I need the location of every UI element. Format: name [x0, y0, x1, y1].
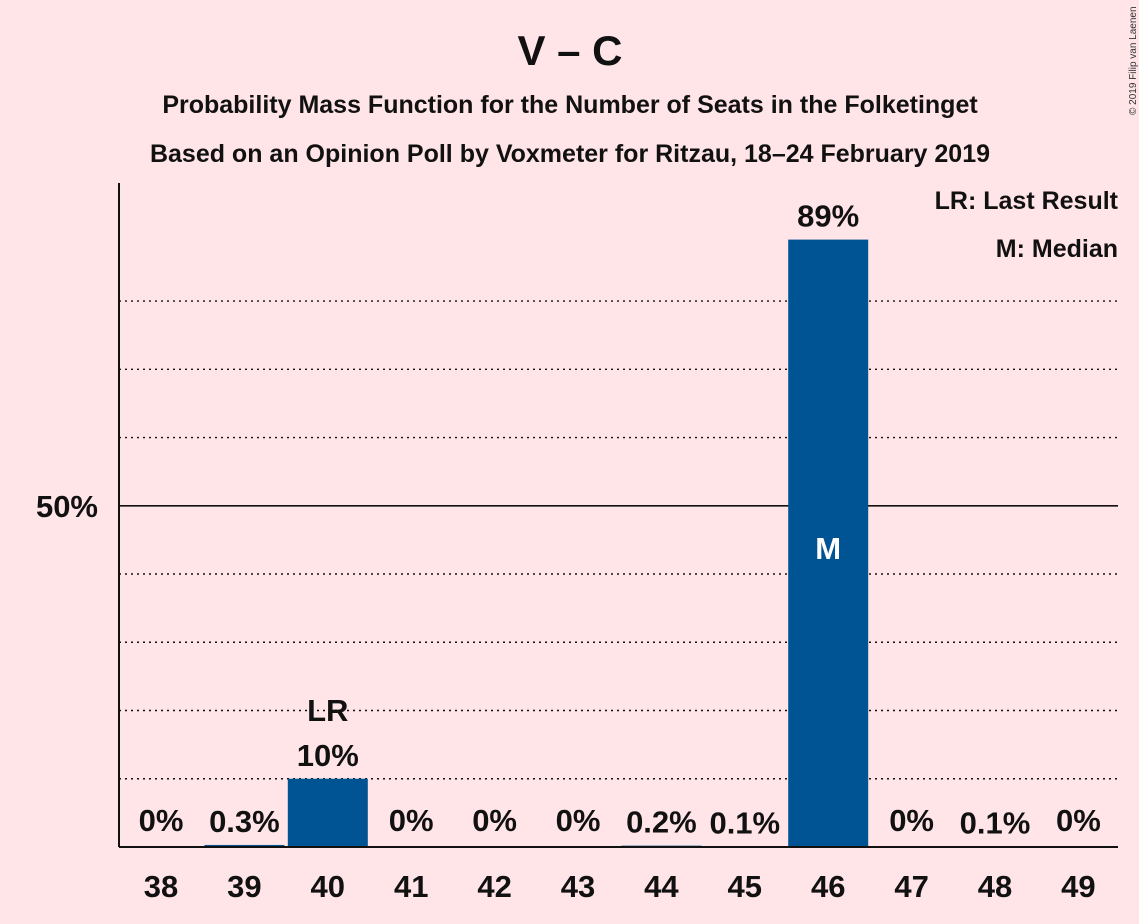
- chart-title: V – C: [517, 27, 622, 74]
- x-tick-43: 43: [561, 869, 595, 904]
- value-label-46: 89%: [797, 199, 859, 234]
- legend-last-result: LR: Last Result: [935, 187, 1119, 215]
- x-tick-48: 48: [978, 869, 1012, 904]
- x-tick-40: 40: [311, 869, 345, 904]
- bar-40: [287, 778, 368, 847]
- bar-46: [788, 239, 869, 848]
- value-label-49: 0%: [1056, 803, 1101, 838]
- value-label-43: 0%: [556, 803, 601, 838]
- legend-median: M: Median: [996, 235, 1118, 263]
- copyright-notice: © 2019 Filip van Laenen: [1128, 6, 1139, 115]
- x-tick-38: 38: [144, 869, 178, 904]
- chart-subtitle-2: Based on an Opinion Poll by Voxmeter for…: [150, 140, 990, 168]
- value-label-38: 0%: [139, 803, 184, 838]
- last-result-marker: LR: [307, 693, 348, 728]
- x-tick-41: 41: [394, 869, 428, 904]
- x-tick-45: 45: [728, 869, 762, 904]
- value-label-39: 0.3%: [209, 804, 280, 839]
- chart-subtitle-1: Probability Mass Function for the Number…: [162, 91, 978, 119]
- x-tick-49: 49: [1061, 869, 1095, 904]
- x-tick-39: 39: [227, 869, 261, 904]
- x-tick-47: 47: [894, 869, 928, 904]
- axes: 50%: [36, 183, 1118, 848]
- x-tick-44: 44: [644, 869, 679, 904]
- bars: [204, 239, 1035, 848]
- x-tick-42: 42: [477, 869, 511, 904]
- x-tick-46: 46: [811, 869, 845, 904]
- value-label-45: 0.1%: [709, 805, 780, 840]
- value-label-48: 0.1%: [960, 805, 1031, 840]
- value-label-41: 0%: [389, 803, 434, 838]
- value-label-47: 0%: [889, 803, 934, 838]
- value-label-44: 0.2%: [626, 805, 697, 840]
- y-tick-50: 50%: [36, 489, 98, 524]
- value-labels: 0% 38 0.3% 39 10% 40 LR 0% 41 0% 42 0% 43 0.2% 44 0.1% 4…: [139, 199, 1101, 904]
- value-label-40: 10%: [297, 738, 359, 773]
- value-label-42: 0%: [472, 803, 517, 838]
- median-marker: M: [815, 531, 841, 566]
- bar-39: [204, 844, 285, 847]
- gridlines: [119, 300, 1118, 780]
